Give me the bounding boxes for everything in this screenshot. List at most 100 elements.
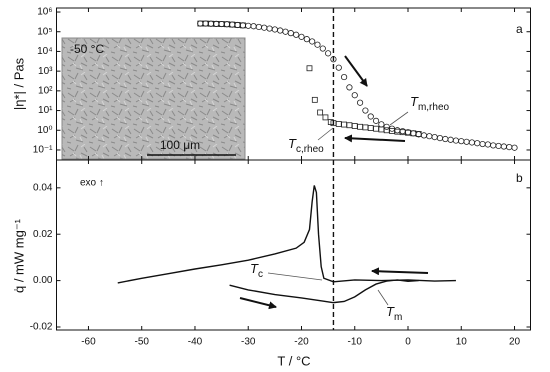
square-marker (240, 22, 246, 29)
square-marker (367, 125, 374, 131)
square-marker (394, 128, 401, 135)
annotation: Tc (250, 261, 263, 279)
circle-marker (298, 33, 305, 40)
circle-marker (277, 27, 284, 34)
circle-marker (447, 136, 454, 143)
inset-micrograph: -50 °C 100 μm (61, 37, 246, 160)
y-tick-label: 0.00 (33, 275, 53, 286)
y-tick-label: 10⁶ (37, 7, 52, 18)
circle-marker (410, 130, 417, 137)
heating-arrow (239, 297, 277, 310)
circle-marker (351, 92, 358, 99)
circle-marker (319, 45, 326, 52)
circle-marker (207, 20, 215, 27)
annotation: Tm,rheo (410, 94, 450, 112)
circle-marker (282, 28, 289, 35)
square-marker (311, 96, 318, 103)
circle-marker (452, 137, 460, 144)
y-tick-label: -0.02 (30, 322, 53, 333)
circle-marker (346, 84, 353, 91)
square-marker (415, 131, 422, 137)
circle-marker (202, 20, 209, 27)
circle-marker (314, 41, 321, 48)
circle-marker (335, 64, 342, 71)
x-tick-label: 20 (509, 337, 521, 348)
pointer (317, 127, 334, 141)
x-axis-label: T / °C (277, 353, 310, 368)
circle-marker (234, 21, 241, 29)
circle-marker (458, 138, 465, 145)
y-tick-label: 10¹ (38, 105, 53, 116)
x-tick-label: -30 (241, 337, 256, 348)
square-marker (306, 65, 313, 72)
square-marker (351, 123, 358, 129)
circle-marker (420, 132, 428, 139)
circle-marker (378, 121, 385, 128)
micrograph (61, 37, 246, 160)
y-axis-label: q̇ / mW mg⁻¹ (11, 218, 26, 293)
circle-marker (250, 23, 257, 30)
panel-label: a (516, 22, 523, 36)
circle-marker (239, 22, 247, 29)
annotation: Tm (386, 304, 402, 322)
square-marker (362, 124, 369, 131)
square-marker (322, 114, 329, 121)
pointer (377, 289, 389, 306)
x-tick-label: 0 (405, 337, 411, 348)
circle-marker (266, 25, 273, 32)
circle-marker (372, 117, 380, 124)
y-axis-label: |η*| / Pas (11, 57, 26, 110)
circle-marker (511, 144, 518, 151)
circle-marker (356, 99, 364, 106)
circle-marker (383, 123, 390, 130)
circle-marker (229, 21, 236, 28)
square-marker (346, 122, 353, 129)
circle-marker (506, 143, 513, 151)
x-tick-label: -40 (188, 337, 203, 348)
circle-marker (500, 143, 507, 150)
circle-marker (271, 26, 278, 33)
y-tick-label: 0.04 (33, 182, 53, 193)
pointer (389, 111, 409, 126)
square-marker (341, 121, 347, 128)
circle-marker (436, 135, 444, 142)
circle-marker (463, 138, 470, 145)
circle-marker (309, 38, 316, 45)
dsc-curve (229, 279, 419, 304)
square-marker (373, 125, 379, 132)
scale-label: 100 μm (160, 138, 200, 152)
annotation: Tc,rheo (288, 136, 324, 154)
circle-marker (431, 134, 438, 141)
circle-marker (394, 127, 401, 134)
circle-marker (303, 36, 310, 43)
circle-marker (484, 141, 491, 148)
x-tick-label: -10 (348, 337, 363, 348)
x-tick-label: 10 (456, 337, 468, 348)
circle-marker (255, 23, 262, 31)
cooling-arrow (344, 134, 406, 143)
circle-marker (197, 20, 204, 27)
pointer (267, 272, 323, 281)
inset-temperature: -50 °C (70, 42, 104, 56)
circle-marker (293, 31, 300, 38)
circle-marker (362, 107, 369, 114)
circle-marker (426, 133, 433, 140)
circle-marker (213, 20, 220, 27)
circle-marker (218, 20, 225, 28)
square-marker (357, 123, 363, 130)
x-tick-label: -60 (81, 337, 96, 348)
y-tick-label: 10² (38, 85, 53, 96)
circle-marker (325, 50, 332, 57)
circle-marker (474, 140, 481, 147)
dsc-curve (117, 185, 456, 284)
circle-marker (340, 73, 348, 81)
square-marker (335, 121, 342, 127)
square-marker (317, 109, 324, 116)
circle-marker (479, 140, 486, 148)
heating-arrow (344, 55, 368, 87)
circle-marker (490, 142, 497, 149)
circle-marker (367, 113, 374, 120)
y-tick-label: 10⁰ (37, 125, 52, 136)
circle-marker (261, 24, 268, 31)
